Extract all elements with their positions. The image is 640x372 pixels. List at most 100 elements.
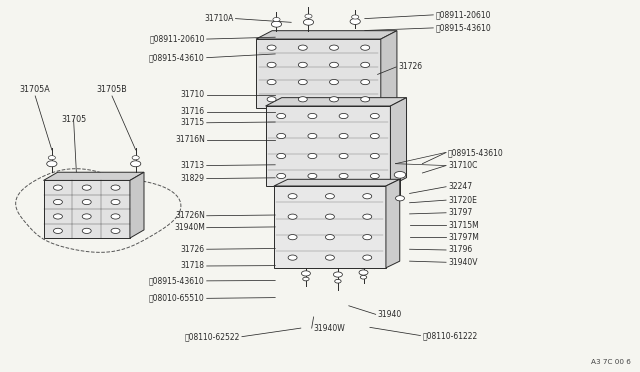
Circle shape bbox=[396, 196, 404, 201]
Circle shape bbox=[335, 279, 341, 283]
Text: 31710A: 31710A bbox=[204, 14, 234, 23]
Text: 31797: 31797 bbox=[448, 208, 472, 217]
Circle shape bbox=[298, 62, 307, 67]
Text: 31713: 31713 bbox=[180, 161, 205, 170]
Circle shape bbox=[288, 234, 297, 240]
Circle shape bbox=[361, 97, 370, 102]
Circle shape bbox=[330, 62, 339, 67]
Text: 31716: 31716 bbox=[180, 107, 205, 116]
Circle shape bbox=[325, 255, 334, 260]
Circle shape bbox=[394, 171, 406, 178]
Circle shape bbox=[54, 199, 63, 205]
Circle shape bbox=[267, 62, 276, 67]
Text: 31940V: 31940V bbox=[448, 258, 477, 267]
Text: 31710: 31710 bbox=[180, 90, 205, 99]
Circle shape bbox=[298, 45, 307, 50]
Circle shape bbox=[325, 214, 334, 219]
Polygon shape bbox=[274, 186, 386, 268]
Text: Ⓑ08110-62522: Ⓑ08110-62522 bbox=[184, 332, 240, 341]
Text: 31726N: 31726N bbox=[175, 211, 205, 220]
Circle shape bbox=[361, 45, 370, 50]
Circle shape bbox=[111, 214, 120, 219]
Circle shape bbox=[271, 21, 282, 27]
Text: 31705A: 31705A bbox=[20, 85, 51, 94]
Polygon shape bbox=[381, 31, 397, 108]
Circle shape bbox=[339, 173, 348, 179]
Text: 31726: 31726 bbox=[180, 245, 205, 254]
Circle shape bbox=[276, 134, 285, 139]
Circle shape bbox=[308, 134, 317, 139]
Circle shape bbox=[267, 97, 276, 102]
Text: 31796: 31796 bbox=[448, 246, 472, 254]
Text: 31715: 31715 bbox=[180, 118, 205, 127]
Circle shape bbox=[288, 214, 297, 219]
Circle shape bbox=[360, 275, 367, 279]
Text: 31716N: 31716N bbox=[175, 135, 205, 144]
Circle shape bbox=[132, 155, 140, 160]
Text: 31940M: 31940M bbox=[174, 223, 205, 232]
Circle shape bbox=[363, 193, 372, 199]
Circle shape bbox=[303, 277, 309, 281]
Circle shape bbox=[267, 80, 276, 85]
Circle shape bbox=[351, 15, 359, 19]
Text: 31797M: 31797M bbox=[448, 233, 479, 242]
Circle shape bbox=[305, 14, 312, 18]
Circle shape bbox=[288, 193, 297, 199]
Text: Ⓑ08010-65510: Ⓑ08010-65510 bbox=[149, 294, 205, 303]
Text: A3 7C 00 6: A3 7C 00 6 bbox=[591, 359, 630, 365]
Circle shape bbox=[276, 173, 285, 179]
Circle shape bbox=[350, 19, 360, 25]
Text: 31720E: 31720E bbox=[448, 196, 477, 205]
Circle shape bbox=[361, 80, 370, 85]
Circle shape bbox=[82, 228, 92, 234]
Circle shape bbox=[267, 45, 276, 50]
Circle shape bbox=[359, 270, 368, 275]
Circle shape bbox=[339, 134, 348, 139]
Circle shape bbox=[273, 17, 280, 22]
Text: 31705B: 31705B bbox=[97, 85, 127, 94]
Circle shape bbox=[339, 153, 348, 158]
Text: Ⓡ08915-43610: Ⓡ08915-43610 bbox=[435, 23, 491, 32]
Text: ⓝ08911-20610: ⓝ08911-20610 bbox=[435, 10, 491, 19]
Circle shape bbox=[54, 214, 63, 219]
Polygon shape bbox=[266, 98, 406, 106]
Polygon shape bbox=[44, 180, 130, 238]
Circle shape bbox=[276, 113, 285, 119]
Polygon shape bbox=[274, 179, 400, 186]
Circle shape bbox=[298, 80, 307, 85]
Text: 31940: 31940 bbox=[378, 310, 402, 319]
Circle shape bbox=[363, 214, 372, 219]
Circle shape bbox=[82, 214, 92, 219]
Circle shape bbox=[371, 113, 380, 119]
Circle shape bbox=[333, 272, 342, 277]
Circle shape bbox=[54, 228, 63, 234]
Circle shape bbox=[276, 153, 285, 158]
Text: Ⓡ08915-43610: Ⓡ08915-43610 bbox=[448, 148, 504, 157]
Circle shape bbox=[363, 234, 372, 240]
Circle shape bbox=[111, 185, 120, 190]
Text: 32247: 32247 bbox=[448, 182, 472, 191]
Polygon shape bbox=[386, 179, 400, 268]
Circle shape bbox=[308, 113, 317, 119]
Circle shape bbox=[363, 255, 372, 260]
Polygon shape bbox=[256, 31, 397, 39]
Circle shape bbox=[339, 113, 348, 119]
Circle shape bbox=[301, 271, 310, 276]
Circle shape bbox=[54, 185, 63, 190]
Text: 31718: 31718 bbox=[181, 262, 205, 270]
Circle shape bbox=[330, 97, 339, 102]
Circle shape bbox=[330, 45, 339, 50]
Circle shape bbox=[371, 173, 380, 179]
Text: 31726: 31726 bbox=[398, 62, 422, 71]
Circle shape bbox=[82, 185, 92, 190]
Circle shape bbox=[111, 199, 120, 205]
Circle shape bbox=[47, 161, 57, 167]
Circle shape bbox=[325, 193, 334, 199]
Circle shape bbox=[298, 97, 307, 102]
Polygon shape bbox=[130, 172, 144, 238]
Circle shape bbox=[371, 134, 380, 139]
Circle shape bbox=[111, 228, 120, 234]
Text: 31705: 31705 bbox=[61, 115, 86, 124]
Circle shape bbox=[288, 255, 297, 260]
Circle shape bbox=[308, 173, 317, 179]
